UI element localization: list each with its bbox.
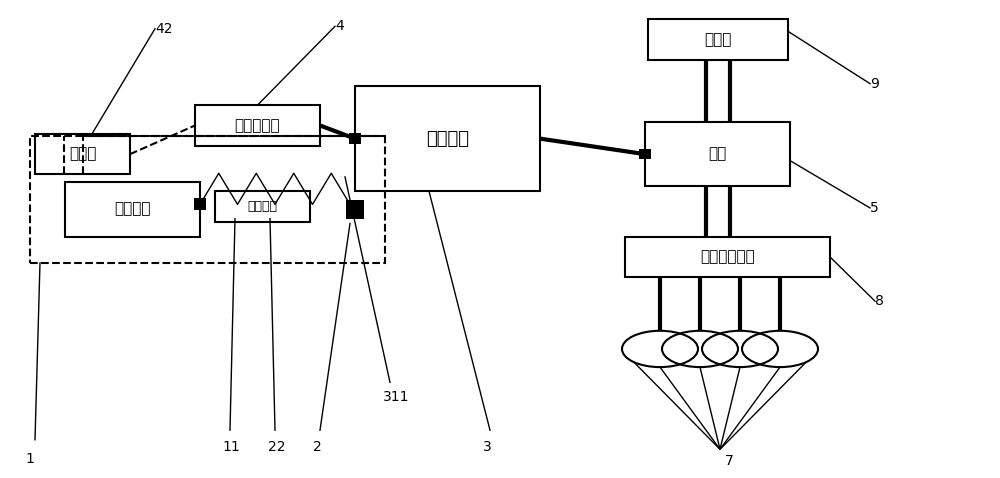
Bar [346, 200, 364, 219]
Text: 1: 1 [25, 452, 34, 466]
Bar [349, 133, 361, 144]
Bar [625, 237, 830, 277]
Text: 9: 9 [870, 76, 879, 91]
Text: 4: 4 [335, 19, 344, 33]
Bar [35, 134, 130, 174]
Bar [194, 198, 206, 210]
Text: 压力调节装置: 压力调节装置 [700, 250, 755, 264]
Bar [215, 191, 310, 222]
Text: 制动踏板: 制动踏板 [114, 202, 151, 217]
Text: 传动机构: 传动机构 [426, 130, 469, 148]
Bar [355, 86, 540, 191]
Text: 控制器: 控制器 [69, 147, 96, 162]
Bar [645, 122, 790, 186]
Text: 7: 7 [725, 454, 734, 468]
Bar [648, 19, 788, 60]
Text: 外置动力源: 外置动力源 [235, 118, 280, 133]
Text: 踏板推杆: 踏板推杆 [248, 200, 278, 213]
Text: 311: 311 [383, 390, 410, 404]
Text: 8: 8 [875, 294, 884, 308]
Text: 5: 5 [870, 201, 879, 215]
Bar [195, 105, 320, 146]
Bar [65, 182, 200, 237]
Text: 42: 42 [155, 22, 173, 36]
Text: 22: 22 [268, 440, 286, 454]
Bar [30, 136, 385, 263]
Text: 11: 11 [222, 440, 240, 454]
Bar [639, 149, 651, 160]
Text: 储液罐: 储液罐 [704, 32, 732, 47]
Text: 3: 3 [483, 440, 492, 454]
Text: 2: 2 [313, 440, 322, 454]
Text: 主缸: 主缸 [708, 147, 727, 162]
